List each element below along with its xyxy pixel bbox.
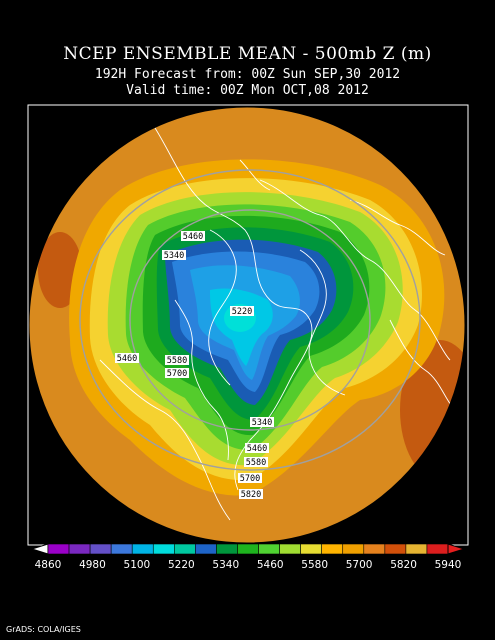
- colorbar-swatch: [237, 543, 259, 555]
- contour-label-bg: [245, 443, 269, 453]
- colorbar-tick-label: 5820: [390, 559, 417, 571]
- colorbar-right-arrow: [447, 543, 466, 555]
- forecast-line: 192H Forecast from: 00Z Sun SEP,30 2012: [94, 67, 401, 82]
- colorbar-swatch: [279, 543, 301, 555]
- contour-label: 5460: [247, 444, 267, 454]
- colorbar-swatch: [216, 543, 238, 555]
- height-field: [29, 107, 465, 543]
- contour-label-bg: [230, 306, 254, 316]
- colorbar-swatch: [426, 543, 449, 555]
- contour-label-bg: [238, 473, 262, 483]
- colorbar-swatch: [174, 543, 196, 555]
- contour-label: 5820: [241, 490, 261, 500]
- colorbar-swatch: [68, 543, 91, 555]
- colorbar-swatch: [89, 543, 112, 555]
- colorbar-swatch: [110, 543, 133, 555]
- contour-label-bg: [239, 489, 263, 499]
- colorbar-swatch: [300, 543, 322, 555]
- map-boundary: [28, 106, 466, 544]
- contour-label-bg: [162, 250, 186, 260]
- colorbar-swatch: [363, 543, 386, 555]
- continent-outlines: [99, 119, 456, 521]
- contour-label: 5220: [232, 307, 252, 317]
- colorbar-tick-label: 5340: [212, 559, 239, 571]
- contour-label-bg: [181, 231, 205, 241]
- contour-label: 5340: [164, 251, 184, 261]
- colorbar-swatch: [384, 543, 407, 555]
- contour-label-bg: [250, 417, 274, 427]
- colorbar-tick-label: 5460: [257, 559, 284, 571]
- contour-label: 5580: [167, 356, 187, 366]
- colorbar-swatch: [195, 543, 217, 555]
- colorbar-tick-label: 5700: [346, 559, 373, 571]
- contour-label: 5700: [167, 369, 187, 379]
- colorbar-left-arrow: [30, 543, 49, 555]
- contour-label-bg: [165, 368, 189, 378]
- colorbar-swatch: [405, 543, 428, 555]
- colorbar-swatch: [152, 543, 175, 555]
- contour-label: 5700: [240, 474, 260, 484]
- colorbar-swatch: [258, 543, 280, 555]
- contour-label: 5580: [246, 458, 266, 468]
- colorbar-swatch: [131, 543, 154, 555]
- contour-label-bg: [165, 355, 189, 365]
- contour-labels: 5460 5340 5220 5460 5580 5700 5340 5460 5580 5700…: [115, 231, 274, 500]
- colorbar-swatch: [321, 543, 344, 555]
- credit-text: GrADS: COLA/IGES: [6, 625, 81, 634]
- colorbar-tick-label: 5940: [435, 559, 462, 571]
- contour-label: 5340: [252, 418, 272, 428]
- map-title: NCEP ENSEMBLE MEAN - 500mb Z (m): [63, 44, 432, 64]
- colorbar-tick-label: 4860: [35, 559, 62, 571]
- colorbar-tick-label: 5580: [301, 559, 328, 571]
- contour-label: 5460: [117, 354, 137, 364]
- colorbar-tick-label: 4980: [79, 559, 106, 571]
- valid-time-line: Valid time: 00Z Mon OCT,08 2012: [126, 83, 369, 98]
- contour-label: 5460: [183, 232, 203, 242]
- colorbar-swatch: [47, 543, 70, 555]
- colorbar-tick-label: 5100: [124, 559, 151, 571]
- colorbar-tick-label: 5220: [168, 559, 195, 571]
- latitude-rings: [79, 169, 421, 471]
- contour-label-bg: [244, 457, 268, 467]
- colorbar-swatch: [342, 543, 365, 555]
- contour-label-bg: [115, 353, 139, 363]
